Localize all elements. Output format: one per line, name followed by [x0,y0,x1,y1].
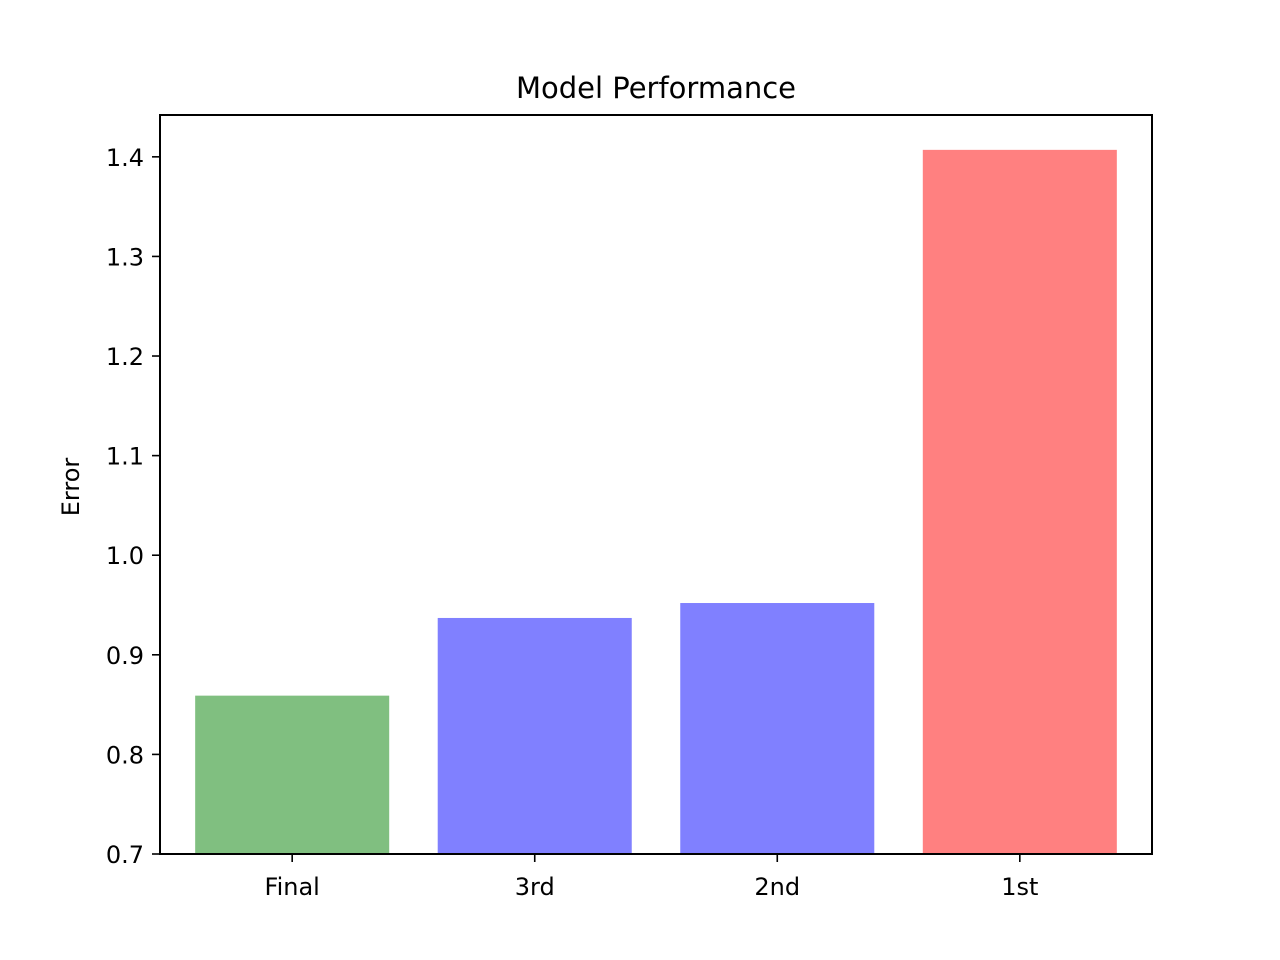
x-tick-label: 3rd [515,873,555,901]
bar-3rd [437,617,632,854]
plot-frame [159,114,1153,855]
bar-1st [922,149,1117,854]
bar-final [195,695,390,854]
x-tick-label: 2nd [754,873,800,901]
y-tick-label: 1.2 [106,343,144,371]
y-axis-ticks: 0.7 0.8 0.9 1.0 1.1 1.2 1.3 1.4 [106,144,160,869]
bar-2nd [680,603,875,854]
x-tick-label: Final [265,873,320,901]
y-tick-label: 0.7 [106,841,144,869]
y-tick-label: 0.9 [106,642,144,670]
y-tick-label: 0.8 [106,741,144,769]
bars-group [195,149,1117,854]
y-tick-label: 1.0 [106,542,144,570]
x-tick-label: 1st [1001,873,1038,901]
y-axis-label: Error [57,458,85,517]
x-axis-ticks: Final 3rd 2nd 1st [265,854,1038,901]
y-tick-label: 1.1 [106,443,144,471]
chart-title: Model Performance [516,71,796,105]
y-tick-label: 1.4 [106,144,144,172]
y-tick-label: 1.3 [106,243,144,271]
